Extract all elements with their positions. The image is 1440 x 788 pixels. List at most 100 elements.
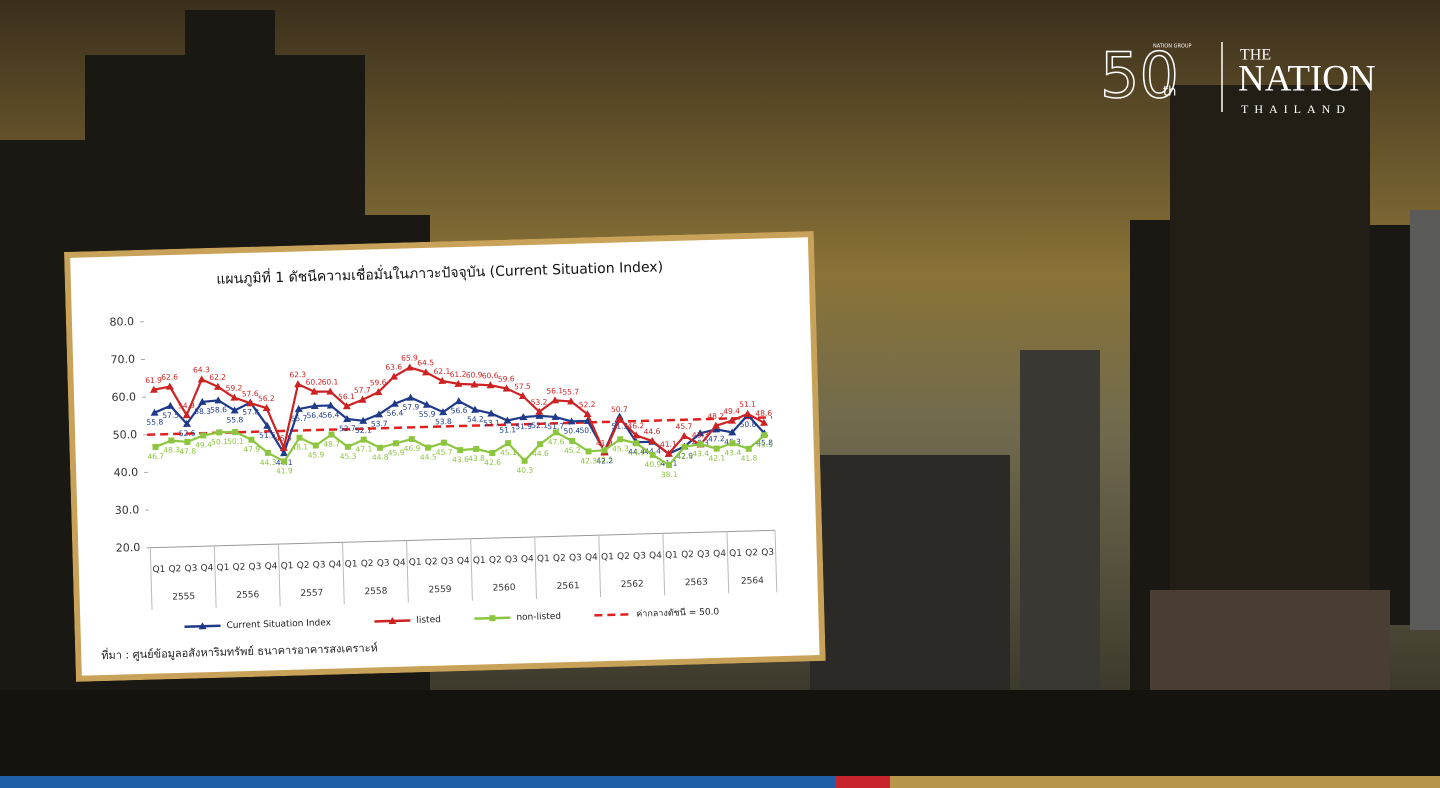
data-label: 58.3	[194, 407, 211, 416]
data-label: 56.4	[322, 410, 339, 419]
data-label: 50.7	[611, 405, 628, 414]
data-label: 51.7	[547, 422, 564, 431]
point	[214, 382, 223, 390]
point	[569, 437, 576, 445]
point	[198, 397, 207, 406]
point	[697, 441, 704, 448]
point	[344, 443, 351, 450]
data-label: 63.6	[385, 362, 402, 371]
point	[388, 616, 397, 625]
x-tick-label: Q2	[553, 554, 566, 564]
data-label: 42.8	[676, 452, 693, 461]
data-label: 60.2	[306, 377, 323, 386]
data-label: 40.9	[644, 460, 661, 469]
point	[585, 448, 592, 455]
x-tick-label: Q4	[713, 549, 726, 559]
point	[518, 391, 527, 400]
data-label: 48.6	[755, 409, 772, 418]
point	[165, 382, 174, 390]
point	[729, 440, 736, 447]
point	[471, 405, 480, 413]
point	[489, 615, 496, 622]
legend-swatch	[594, 613, 631, 617]
year-label: 2559	[428, 585, 451, 596]
point	[457, 447, 464, 454]
x-tick-label: Q4	[585, 553, 598, 563]
data-label: 62.1	[433, 367, 450, 376]
year-separator	[774, 530, 778, 593]
data-label: 45.8	[756, 438, 773, 447]
point	[392, 440, 399, 447]
chart-card: แผนภูมิที่ 1 ดัชนีความเชื่อมั่นในภาวะปัจ…	[64, 231, 826, 682]
x-tick-label: Q3	[569, 553, 582, 563]
data-label: 43.4	[724, 448, 741, 457]
data-label: 50.8	[740, 420, 757, 429]
point	[712, 421, 721, 429]
point	[264, 449, 271, 456]
year-separator	[598, 535, 602, 598]
point	[632, 431, 641, 439]
card-paper	[70, 237, 820, 676]
point	[424, 444, 432, 451]
data-label: 41.8	[741, 454, 758, 463]
point	[470, 380, 479, 388]
legend-label: listed	[416, 615, 441, 626]
data-label: 56.1	[546, 386, 563, 395]
data-label: 51.3	[611, 421, 628, 430]
data-label: 55.8	[146, 417, 163, 426]
data-label: 49.4	[195, 440, 212, 449]
point	[535, 407, 544, 415]
stripe-blue	[0, 776, 835, 788]
data-label: 44.3	[260, 458, 277, 467]
point	[168, 437, 175, 444]
point	[519, 413, 528, 421]
year-separator	[149, 547, 153, 610]
data-label: 51.9	[515, 422, 532, 431]
point	[552, 429, 559, 436]
x-tick-label: Q2	[232, 563, 245, 573]
point	[150, 408, 159, 416]
data-label: 52.2	[579, 400, 596, 409]
data-label: 47.2	[708, 434, 725, 443]
year-label: 2563	[685, 578, 708, 589]
point	[422, 400, 431, 408]
data-label: 50.4	[579, 426, 596, 435]
data-label: 53.2	[531, 398, 548, 407]
point	[376, 444, 384, 451]
data-label: 45.9	[388, 448, 405, 457]
year-separator	[470, 538, 473, 601]
x-tick-label: Q1	[409, 558, 422, 568]
year-separator	[406, 540, 409, 603]
year-label: 2561	[557, 581, 580, 592]
data-label: 47.1	[355, 444, 372, 453]
point	[440, 439, 448, 446]
x-tick-label: Q2	[361, 559, 374, 569]
data-label: 44.6	[644, 427, 661, 436]
data-label: 44.8	[372, 453, 389, 462]
data-label: 62.3	[289, 370, 306, 379]
legend-label: non-listed	[516, 612, 561, 623]
year-label: 2560	[493, 583, 516, 594]
x-tick-label: Q2	[168, 564, 181, 574]
logo: 50 th NATION GROUP THE NATION THAILAND	[1099, 38, 1376, 115]
point	[665, 461, 673, 469]
logo-nation: NATION	[1238, 58, 1376, 99]
year-separator	[213, 545, 217, 608]
data-label: 52.6	[179, 429, 196, 438]
data-label: 53.1	[483, 418, 500, 427]
data-label: 57.7	[354, 385, 371, 394]
data-label: 52.1	[355, 426, 372, 435]
x-tick-label: Q4	[521, 554, 534, 564]
point	[489, 449, 496, 457]
x-tick-label: Q1	[537, 554, 550, 564]
y-tick-label: 60.0	[111, 390, 136, 404]
data-label: 42.1	[708, 453, 725, 462]
point	[648, 436, 657, 445]
data-label: 42.3	[580, 456, 597, 465]
year-label: 2564	[741, 576, 764, 587]
data-label: 44.1	[628, 448, 645, 457]
data-label: 49.4	[723, 406, 740, 415]
data-label: 43.8	[468, 454, 485, 463]
data-label: 62.6	[161, 372, 178, 381]
